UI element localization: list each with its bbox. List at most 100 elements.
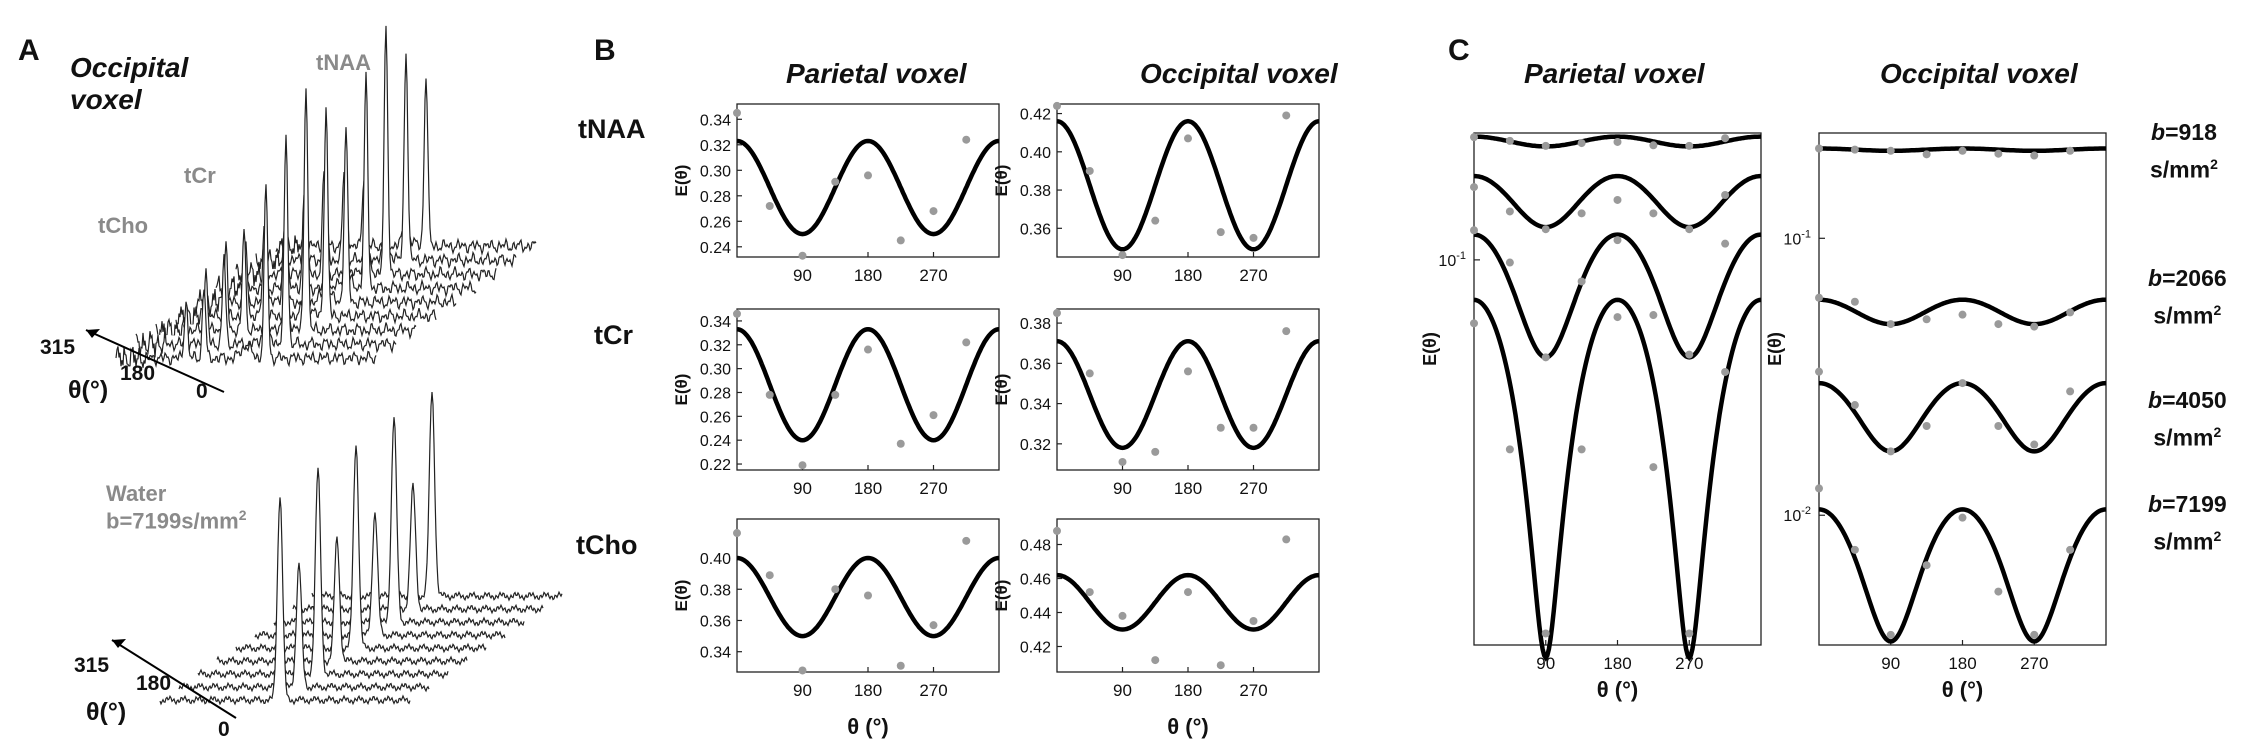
data-point bbox=[733, 108, 741, 117]
data-point bbox=[1850, 401, 1859, 410]
y-tick-label: 0.38 bbox=[1020, 183, 1051, 200]
x-tick-label: 270 bbox=[1239, 479, 1267, 498]
panel-a-metabolite-spectra bbox=[115, 25, 537, 369]
b-label-918-unit: s/mm2 bbox=[2150, 148, 2218, 186]
data-point bbox=[1922, 315, 1931, 324]
peak-label-tcho: tCho bbox=[98, 213, 149, 238]
y-tick-label: 10-1 bbox=[1783, 228, 1811, 248]
panel-c-col-title-parietal: Parietal voxel bbox=[1524, 58, 1705, 89]
data-point bbox=[1577, 139, 1586, 148]
x-axis-label: θ (°) bbox=[1167, 714, 1208, 739]
y-tick-base: 10 bbox=[1783, 508, 1801, 525]
data-point bbox=[1815, 367, 1823, 376]
data-point bbox=[1282, 111, 1291, 120]
y-tick-label: 0.32 bbox=[700, 138, 731, 155]
data-point bbox=[1505, 445, 1514, 454]
b-label-2066: b=2066 s/mm2 bbox=[2148, 262, 2227, 332]
panel-b-plot-tcho-parietal: 90 180 270 0.34 0.36 0.38 0.40 E(θ) θ (°) bbox=[672, 518, 1000, 739]
plot-frame bbox=[1818, 132, 2107, 646]
data-point bbox=[2066, 146, 2075, 155]
y-tick-label: 0.24 bbox=[700, 433, 731, 450]
b-label-7199-value: b=7199 bbox=[2148, 488, 2227, 520]
x-tick-label: 180 bbox=[854, 479, 882, 498]
b-label-4050-prefix: b bbox=[2148, 387, 2163, 413]
y-tick-label: 10-2 bbox=[1783, 505, 1811, 525]
data-point bbox=[765, 571, 774, 580]
y-tick-label: 0.28 bbox=[700, 385, 731, 402]
data-point bbox=[1685, 225, 1694, 234]
data-point bbox=[831, 177, 840, 186]
b-label-2066-sup: 2 bbox=[2213, 302, 2222, 318]
fit-curve bbox=[1818, 297, 2107, 327]
data-point bbox=[1922, 422, 1931, 431]
x-tick-label: 90 bbox=[1881, 654, 1900, 673]
panel-b-plot-tnaa-occipital: 90 180 270 0.36 0.38 0.40 0.42 E(θ) bbox=[992, 101, 1320, 285]
b-label-4050-sup: 2 bbox=[2213, 424, 2222, 440]
y-tick-label: 0.42 bbox=[1020, 107, 1051, 124]
y-tick-label: 0.36 bbox=[1020, 356, 1051, 373]
axis-line bbox=[85, 329, 225, 393]
data-point bbox=[1886, 630, 1895, 639]
x-tick-label: 90 bbox=[1113, 479, 1132, 498]
x-tick-label: 180 bbox=[1174, 266, 1202, 285]
data-point bbox=[1541, 629, 1550, 638]
y-tick-label: 0.24 bbox=[700, 240, 731, 257]
y-tick-label: 10-1 bbox=[1438, 250, 1466, 270]
data-point bbox=[1282, 535, 1291, 544]
data-point bbox=[831, 585, 840, 594]
data-point bbox=[1649, 141, 1658, 150]
panel-b-row-label-tnaa: tNAA bbox=[578, 114, 646, 144]
y-tick-exponent: -1 bbox=[1801, 228, 1811, 240]
fit-curve bbox=[1818, 507, 2107, 644]
y-tick-label: 0.26 bbox=[700, 409, 731, 426]
panel-letter-c: C bbox=[1448, 34, 1470, 67]
data-point bbox=[962, 135, 971, 144]
x-tick-label: 270 bbox=[919, 681, 947, 700]
data-point bbox=[1249, 233, 1258, 242]
series-b-918 bbox=[1470, 133, 1761, 150]
y-tick-label: 0.34 bbox=[700, 112, 731, 129]
water-label-text: b=7199s/mm bbox=[106, 508, 239, 534]
data-point bbox=[1118, 611, 1127, 620]
plot-frame bbox=[1056, 308, 1320, 471]
data-point bbox=[1470, 226, 1478, 235]
y-tick-label: 0.34 bbox=[700, 645, 731, 662]
y-axis-label: E(θ) bbox=[1765, 332, 1785, 366]
data-point bbox=[1958, 310, 1967, 319]
data-point bbox=[1922, 561, 1931, 570]
b-label-7199-prefix: b bbox=[2148, 491, 2163, 517]
axis-tick-label: 180 bbox=[136, 672, 171, 695]
data-point bbox=[864, 345, 872, 354]
data-point bbox=[1085, 588, 1094, 597]
data-point bbox=[1721, 239, 1730, 248]
b-label-2066-value: b=2066 bbox=[2148, 262, 2227, 294]
data-point bbox=[962, 338, 971, 347]
y-tick-label: 0.38 bbox=[1020, 316, 1051, 333]
panel-a-water-spectra bbox=[159, 392, 563, 706]
data-point bbox=[2030, 322, 2039, 331]
data-point bbox=[1505, 258, 1514, 267]
panel-a-angle-axis-bottom: 315 180 0 θ(°) bbox=[74, 639, 237, 741]
b-label-2066-unit: s/mm2 bbox=[2148, 294, 2227, 332]
x-tick-label: 270 bbox=[1239, 681, 1267, 700]
peak-label-tcr: tCr bbox=[184, 163, 216, 188]
data-point bbox=[1053, 101, 1061, 110]
data-point bbox=[765, 202, 774, 210]
b-label-918-unit-text: s/mm bbox=[2150, 156, 2211, 183]
y-tick-label: 0.38 bbox=[700, 582, 731, 599]
data-point bbox=[1118, 251, 1127, 260]
data-point bbox=[831, 390, 840, 399]
data-point bbox=[2066, 545, 2075, 554]
x-tick-label: 180 bbox=[854, 681, 882, 700]
data-point bbox=[1685, 629, 1694, 638]
fit-curve bbox=[1474, 134, 1761, 149]
spectrum-trace bbox=[115, 184, 377, 369]
b-label-4050-value: b=4050 bbox=[2148, 384, 2227, 416]
data-point bbox=[1721, 134, 1730, 143]
x-tick-label: 180 bbox=[1174, 681, 1202, 700]
data-point bbox=[1613, 195, 1622, 204]
data-point bbox=[1118, 457, 1127, 466]
data-point bbox=[1541, 141, 1550, 150]
axis-tick-label: 315 bbox=[40, 336, 75, 359]
data-point bbox=[1216, 661, 1225, 670]
